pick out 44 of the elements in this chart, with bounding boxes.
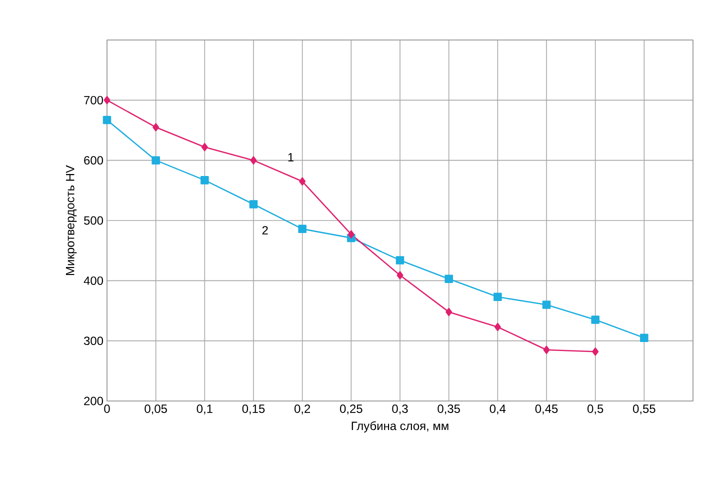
x-tick-label: 0,25 [340, 404, 362, 414]
y-tick-label: 200 [84, 396, 104, 406]
point [348, 230, 354, 238]
series-label: 1 [288, 153, 294, 162]
point [640, 334, 648, 342]
series-label: 2 [262, 226, 268, 234]
y-tick-label: 500 [84, 216, 104, 225]
point [200, 176, 209, 184]
point [250, 156, 257, 164]
x-tick-label: 0,4 [490, 404, 506, 414]
point [396, 256, 404, 264]
point [494, 292, 502, 302]
x-tick-label: 0,05 [144, 404, 167, 414]
point [104, 96, 110, 104]
x-tick-label: 0,35 [438, 404, 460, 414]
y-tick-label: 400 [84, 276, 104, 285]
point [494, 322, 501, 332]
point [446, 308, 452, 316]
point [298, 224, 306, 234]
x-tick-label: 0 [104, 404, 110, 413]
point [591, 316, 600, 324]
x-tick-label: 0,2 [294, 404, 310, 414]
y-tick-label: 600 [84, 156, 104, 165]
point [543, 346, 550, 354]
y-tick-label: 700 [84, 96, 104, 104]
point [396, 271, 404, 280]
point [152, 123, 160, 132]
point [201, 142, 208, 152]
x-tick-label: 0,3 [392, 404, 408, 414]
x-tick-label: 0,1 [196, 404, 212, 414]
x-axis-title: Глубина слоя, мм [352, 421, 448, 432]
point [299, 177, 306, 186]
y-axis-title: Микротвердость HV [66, 165, 77, 275]
x-tick-label: 0,15 [242, 404, 265, 414]
x-tick-label: 0,55 [633, 404, 656, 414]
x-tick-label: 0,45 [535, 404, 558, 414]
point [102, 116, 112, 124]
point [592, 348, 599, 356]
point [542, 300, 551, 309]
point [444, 274, 453, 283]
x-tick-label: 0,5 [587, 404, 604, 414]
point [152, 156, 160, 164]
point [249, 200, 258, 208]
y-tick-label: 300 [84, 336, 104, 346]
